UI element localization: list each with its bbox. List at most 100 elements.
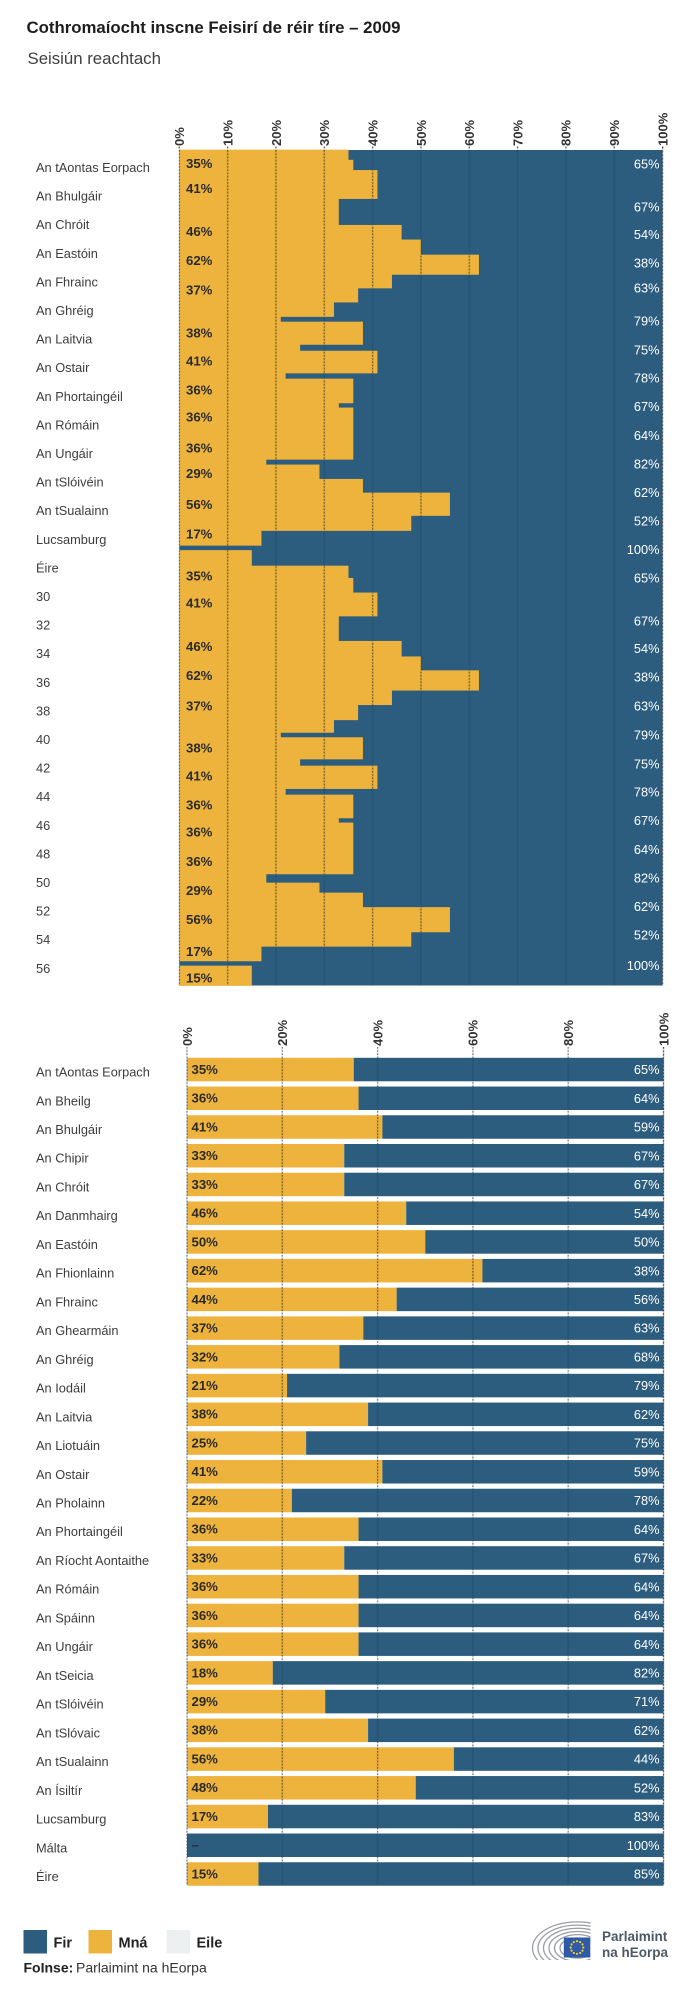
svg-text:52%: 52% (634, 1780, 660, 1795)
svg-text:56%: 56% (186, 912, 213, 927)
svg-text:An tAontas Eorpach: An tAontas Eorpach (36, 160, 150, 175)
svg-text:46: 46 (36, 818, 50, 833)
svg-text:63%: 63% (634, 699, 660, 714)
svg-text:36%: 36% (192, 1522, 219, 1537)
svg-text:64%: 64% (634, 1091, 660, 1106)
svg-text:An Danmhairg: An Danmhairg (36, 1208, 118, 1223)
svg-text:38%: 38% (634, 1263, 660, 1278)
svg-text:35%: 35% (186, 156, 213, 171)
svg-text:na hEorpa: na hEorpa (602, 1945, 669, 1960)
svg-text:36%: 36% (192, 1637, 219, 1652)
svg-text:64%: 64% (634, 842, 660, 857)
svg-text:38: 38 (36, 703, 50, 718)
svg-text:78%: 78% (634, 785, 660, 800)
svg-text:30: 30 (36, 589, 50, 604)
svg-text:79%: 79% (634, 314, 660, 329)
svg-text:54: 54 (36, 932, 50, 947)
svg-text:29%: 29% (186, 883, 213, 898)
svg-text:25%: 25% (192, 1435, 219, 1450)
svg-text:38%: 38% (634, 670, 660, 685)
svg-text:Parlaimint na hEorpa: Parlaimint na hEorpa (76, 1960, 207, 1976)
svg-text:15%: 15% (186, 971, 213, 986)
svg-text:An tSlóvaic: An tSlóvaic (36, 1725, 101, 1740)
svg-text:An tSualainn: An tSualainn (36, 503, 109, 518)
svg-text:100%: 100% (627, 958, 660, 973)
svg-text:75%: 75% (634, 1436, 660, 1451)
svg-text:48: 48 (36, 846, 50, 861)
svg-text:36%: 36% (192, 1091, 219, 1106)
svg-text:An Ungáir: An Ungáir (36, 446, 94, 461)
svg-text:46%: 46% (186, 224, 213, 239)
svg-text:52%: 52% (634, 514, 660, 529)
svg-text:An Liotuáin: An Liotuáin (36, 1438, 100, 1453)
svg-text:20%: 20% (275, 1020, 290, 1046)
svg-text:An Eastóin: An Eastóin (36, 1237, 98, 1252)
svg-text:Lucsamburg: Lucsamburg (36, 1812, 106, 1827)
svg-text:36%: 36% (192, 1579, 219, 1594)
svg-text:62%: 62% (192, 1263, 219, 1278)
svg-text:56%: 56% (634, 1292, 660, 1307)
svg-text:46%: 46% (186, 639, 213, 654)
svg-text:62%: 62% (186, 668, 213, 683)
svg-text:63%: 63% (634, 1321, 660, 1336)
svg-text:An Phortaingéil: An Phortaingéil (36, 389, 123, 404)
svg-text:22%: 22% (192, 1493, 219, 1508)
svg-text:FoInse:: FoInse: (24, 1960, 74, 1976)
svg-text:An Fhrainc: An Fhrainc (36, 1294, 98, 1309)
svg-text:78%: 78% (634, 1493, 660, 1508)
svg-text:41%: 41% (186, 596, 213, 611)
svg-text:56%: 56% (192, 1751, 219, 1766)
svg-text:32%: 32% (192, 1349, 219, 1364)
svg-text:An tSlóivéin: An tSlóivéin (36, 1697, 104, 1712)
svg-text:Lucsamburg: Lucsamburg (36, 532, 106, 547)
svg-text:36%: 36% (186, 383, 213, 398)
svg-text:67%: 67% (634, 813, 660, 828)
svg-text:50: 50 (36, 875, 50, 890)
svg-text:Fir: Fir (54, 1936, 73, 1952)
svg-text:41%: 41% (192, 1464, 219, 1479)
svg-text:An Laitvia: An Laitvia (36, 332, 93, 347)
svg-text:20%: 20% (269, 120, 284, 146)
svg-text:17%: 17% (186, 944, 213, 959)
svg-text:52%: 52% (634, 928, 660, 943)
svg-text:82%: 82% (634, 1665, 660, 1680)
svg-text:54%: 54% (634, 641, 660, 656)
svg-text:36%: 36% (186, 409, 213, 424)
svg-text:83%: 83% (634, 1809, 660, 1824)
svg-text:Eile: Eile (197, 1936, 223, 1952)
svg-text:36%: 36% (186, 441, 213, 456)
svg-text:79%: 79% (634, 1378, 660, 1393)
svg-text:An Ungáir: An Ungáir (36, 1639, 94, 1654)
svg-text:56: 56 (36, 961, 50, 976)
svg-text:64%: 64% (634, 1579, 660, 1594)
svg-text:–: – (192, 1838, 199, 1853)
svg-text:An Bhulgáir: An Bhulgáir (36, 1122, 103, 1137)
svg-text:44%: 44% (634, 1752, 660, 1767)
svg-text:Parlaimint: Parlaimint (602, 1929, 668, 1944)
svg-text:65%: 65% (634, 571, 660, 586)
svg-text:36%: 36% (186, 824, 213, 839)
svg-text:An Pholainn: An Pholainn (36, 1496, 105, 1511)
svg-text:38%: 38% (186, 741, 213, 756)
svg-text:Cothromaíocht inscne Feisirí d: Cothromaíocht inscne Feisirí de réir tír… (27, 18, 401, 37)
svg-text:An Ghearmáin: An Ghearmáin (36, 1323, 119, 1338)
svg-text:17%: 17% (192, 1809, 219, 1824)
svg-text:41%: 41% (186, 181, 213, 196)
svg-text:30%: 30% (317, 120, 332, 146)
svg-text:48%: 48% (192, 1780, 219, 1795)
svg-text:54%: 54% (634, 1206, 660, 1221)
svg-text:75%: 75% (634, 343, 660, 358)
svg-text:60%: 60% (466, 1020, 481, 1046)
svg-text:100%: 100% (627, 542, 660, 557)
svg-text:Málta: Málta (36, 1840, 68, 1855)
svg-text:41%: 41% (186, 769, 213, 784)
svg-text:78%: 78% (634, 371, 660, 386)
svg-text:62%: 62% (634, 899, 660, 914)
svg-text:18%: 18% (192, 1665, 219, 1680)
svg-text:50%: 50% (634, 1235, 660, 1250)
svg-text:38%: 38% (634, 256, 660, 271)
svg-text:59%: 59% (634, 1464, 660, 1479)
svg-text:41%: 41% (192, 1119, 219, 1134)
svg-text:65%: 65% (634, 1062, 660, 1077)
svg-text:64%: 64% (634, 1522, 660, 1537)
